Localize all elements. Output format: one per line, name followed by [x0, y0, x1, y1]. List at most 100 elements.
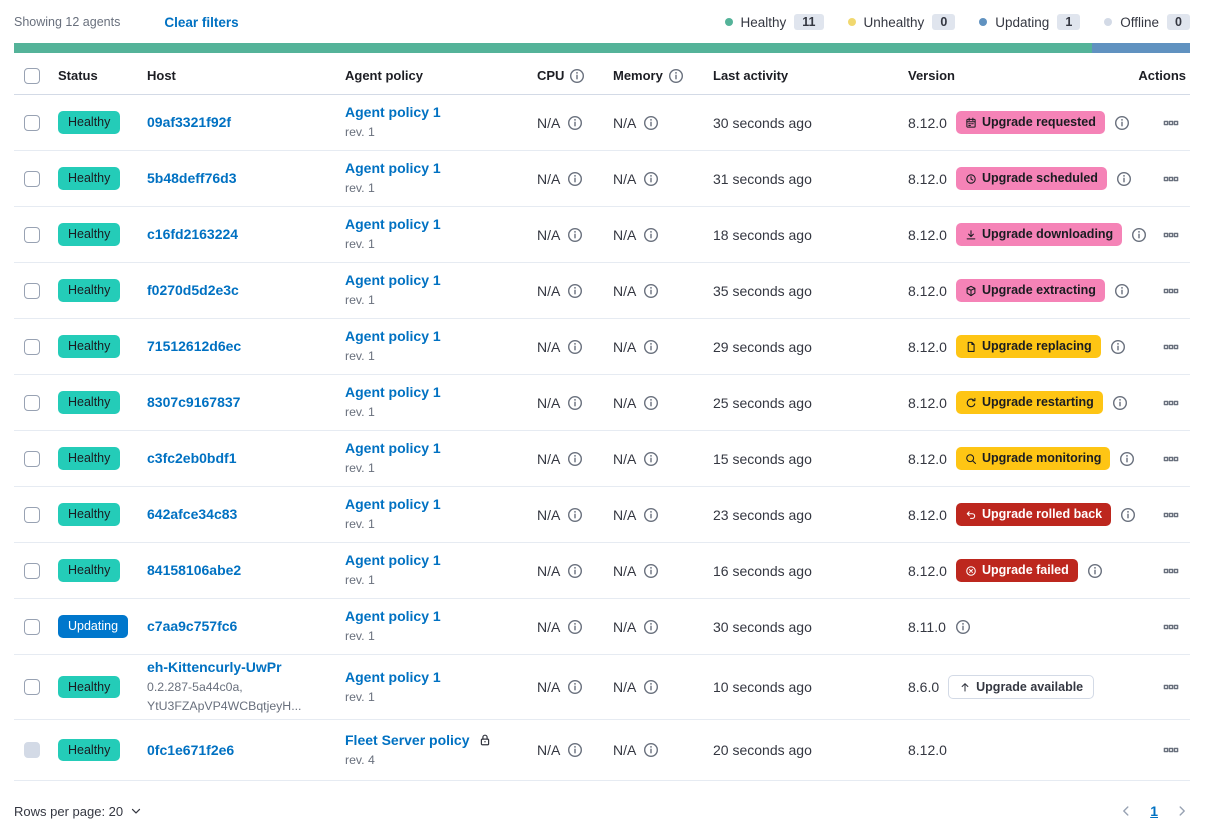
agent-policy-link[interactable]: Agent policy 1: [345, 272, 441, 289]
memory-info-icon[interactable]: [643, 679, 659, 695]
status-cell: Healthy: [58, 391, 147, 414]
row-actions-button[interactable]: [1158, 502, 1184, 528]
row-checkbox[interactable]: [24, 170, 40, 187]
cpu-info-icon[interactable]: [567, 339, 583, 355]
host-link[interactable]: 84158106abe2: [147, 562, 242, 579]
row-actions-button[interactable]: [1158, 110, 1184, 136]
memory-info-icon[interactable]: [643, 339, 659, 355]
clear-filters-link[interactable]: Clear filters: [164, 14, 239, 30]
upgrade-info-icon[interactable]: [955, 619, 971, 635]
memory-info-icon[interactable]: [643, 451, 659, 467]
next-page-button[interactable]: [1174, 803, 1190, 819]
cpu-info-icon[interactable]: [567, 451, 583, 467]
row-actions-button[interactable]: [1158, 558, 1184, 584]
upgrade-info-icon[interactable]: [1131, 227, 1147, 243]
policy-revision: rev. 1: [345, 517, 375, 532]
select-all-checkbox[interactable]: [24, 67, 40, 84]
agent-policy-link[interactable]: Agent policy 1: [345, 104, 441, 121]
agent-policy-link[interactable]: Agent policy 1: [345, 668, 441, 685]
row-checkbox[interactable]: [24, 679, 40, 695]
previous-page-button[interactable]: [1118, 803, 1134, 819]
row-actions-button[interactable]: [1158, 446, 1184, 472]
upgrade-info-icon[interactable]: [1120, 507, 1136, 523]
host-link[interactable]: 71512612d6ec: [147, 338, 242, 355]
legend-filter-updating[interactable]: Updating 1: [979, 14, 1081, 30]
host-link[interactable]: c3fc2eb0bdf1: [147, 450, 237, 467]
cpu-info-icon[interactable]: [567, 679, 583, 695]
memory-info-icon[interactable]: [643, 171, 659, 187]
cpu-info-icon[interactable]: [567, 742, 583, 758]
upgrade-info-icon[interactable]: [1087, 563, 1103, 579]
agent-policy-link[interactable]: Fleet Server policy: [345, 731, 470, 748]
row-checkbox[interactable]: [24, 338, 40, 355]
cpu-column-info-icon[interactable]: [569, 68, 585, 84]
cpu-info-icon[interactable]: [567, 507, 583, 523]
row-actions-button[interactable]: [1158, 278, 1184, 304]
host-link[interactable]: c7aa9c757fc6: [147, 618, 238, 635]
upgrade-info-icon[interactable]: [1114, 283, 1130, 299]
row-checkbox[interactable]: [24, 562, 40, 579]
upgrade-info-icon[interactable]: [1112, 395, 1128, 411]
agent-policy-link[interactable]: Agent policy 1: [345, 328, 441, 345]
cpu-info-icon[interactable]: [567, 227, 583, 243]
host-link[interactable]: 5b48deff76d3: [147, 170, 237, 187]
cpu-info-icon[interactable]: [567, 395, 583, 411]
cpu-info-icon[interactable]: [567, 171, 583, 187]
row-actions-button[interactable]: [1158, 737, 1184, 763]
row-actions-button[interactable]: [1158, 334, 1184, 360]
row-actions-button[interactable]: [1158, 390, 1184, 416]
row-actions-button[interactable]: [1158, 614, 1184, 640]
memory-column-info-icon[interactable]: [668, 68, 684, 84]
agent-policy-link[interactable]: Agent policy 1: [345, 384, 441, 401]
cpu-info-icon[interactable]: [567, 619, 583, 635]
upgrade-info-icon[interactable]: [1116, 171, 1132, 187]
cpu-info-icon[interactable]: [567, 563, 583, 579]
memory-info-icon[interactable]: [643, 283, 659, 299]
row-actions-button[interactable]: [1158, 166, 1184, 192]
memory-info-icon[interactable]: [643, 742, 659, 758]
row-actions-button[interactable]: [1158, 222, 1184, 248]
offline-dot-icon: [1104, 18, 1113, 26]
memory-info-icon[interactable]: [643, 619, 659, 635]
memory-info-icon[interactable]: [643, 563, 659, 579]
agent-policy-link[interactable]: Agent policy 1: [345, 496, 441, 513]
upgrade-info-icon[interactable]: [1114, 115, 1130, 131]
upgrade-info-icon[interactable]: [1119, 451, 1135, 467]
host-link[interactable]: 09af3321f92f: [147, 114, 232, 131]
agent-policy-link[interactable]: Agent policy 1: [345, 160, 441, 177]
agent-policy-link[interactable]: Agent policy 1: [345, 608, 441, 625]
memory-info-icon[interactable]: [643, 395, 659, 411]
host-link[interactable]: 0fc1e671f2e6: [147, 741, 235, 758]
host-link[interactable]: 8307c9167837: [147, 394, 241, 411]
host-link[interactable]: f0270d5d2e3c: [147, 282, 239, 299]
host-link[interactable]: c16fd2163224: [147, 226, 239, 243]
cpu-info-icon[interactable]: [567, 283, 583, 299]
memory-cell: N/A: [613, 115, 713, 131]
upgrade-info-icon[interactable]: [1110, 339, 1126, 355]
memory-info-icon[interactable]: [643, 507, 659, 523]
memory-info-icon[interactable]: [643, 115, 659, 131]
host-link[interactable]: eh-Kittencurly-UwPr: [147, 659, 282, 676]
host-link[interactable]: 642afce34c83: [147, 506, 238, 523]
memory-info-icon[interactable]: [643, 227, 659, 243]
agent-policy-link[interactable]: Agent policy 1: [345, 440, 441, 457]
legend-filter-offline[interactable]: Offline 0: [1104, 14, 1190, 30]
cpu-info-icon[interactable]: [567, 115, 583, 131]
row-checkbox[interactable]: [24, 506, 40, 523]
legend-filter-healthy[interactable]: Healthy 11: [724, 14, 824, 30]
row-checkbox[interactable]: [24, 450, 40, 467]
row-checkbox[interactable]: [24, 394, 40, 411]
page-number-1[interactable]: 1: [1150, 803, 1158, 819]
row-checkbox[interactable]: [24, 226, 40, 243]
memory-value: N/A: [613, 562, 637, 579]
row-checkbox[interactable]: [24, 114, 40, 131]
actions-cell: [1134, 278, 1190, 304]
checkbox-cell: [14, 618, 58, 635]
rows-per-page-button[interactable]: Rows per page: 20: [14, 804, 143, 819]
row-actions-button[interactable]: [1158, 674, 1184, 700]
row-checkbox[interactable]: [24, 618, 40, 635]
agent-policy-link[interactable]: Agent policy 1: [345, 216, 441, 233]
row-checkbox[interactable]: [24, 282, 40, 299]
legend-filter-unhealthy[interactable]: Unhealthy 0: [847, 14, 956, 30]
agent-policy-link[interactable]: Agent policy 1: [345, 552, 441, 569]
